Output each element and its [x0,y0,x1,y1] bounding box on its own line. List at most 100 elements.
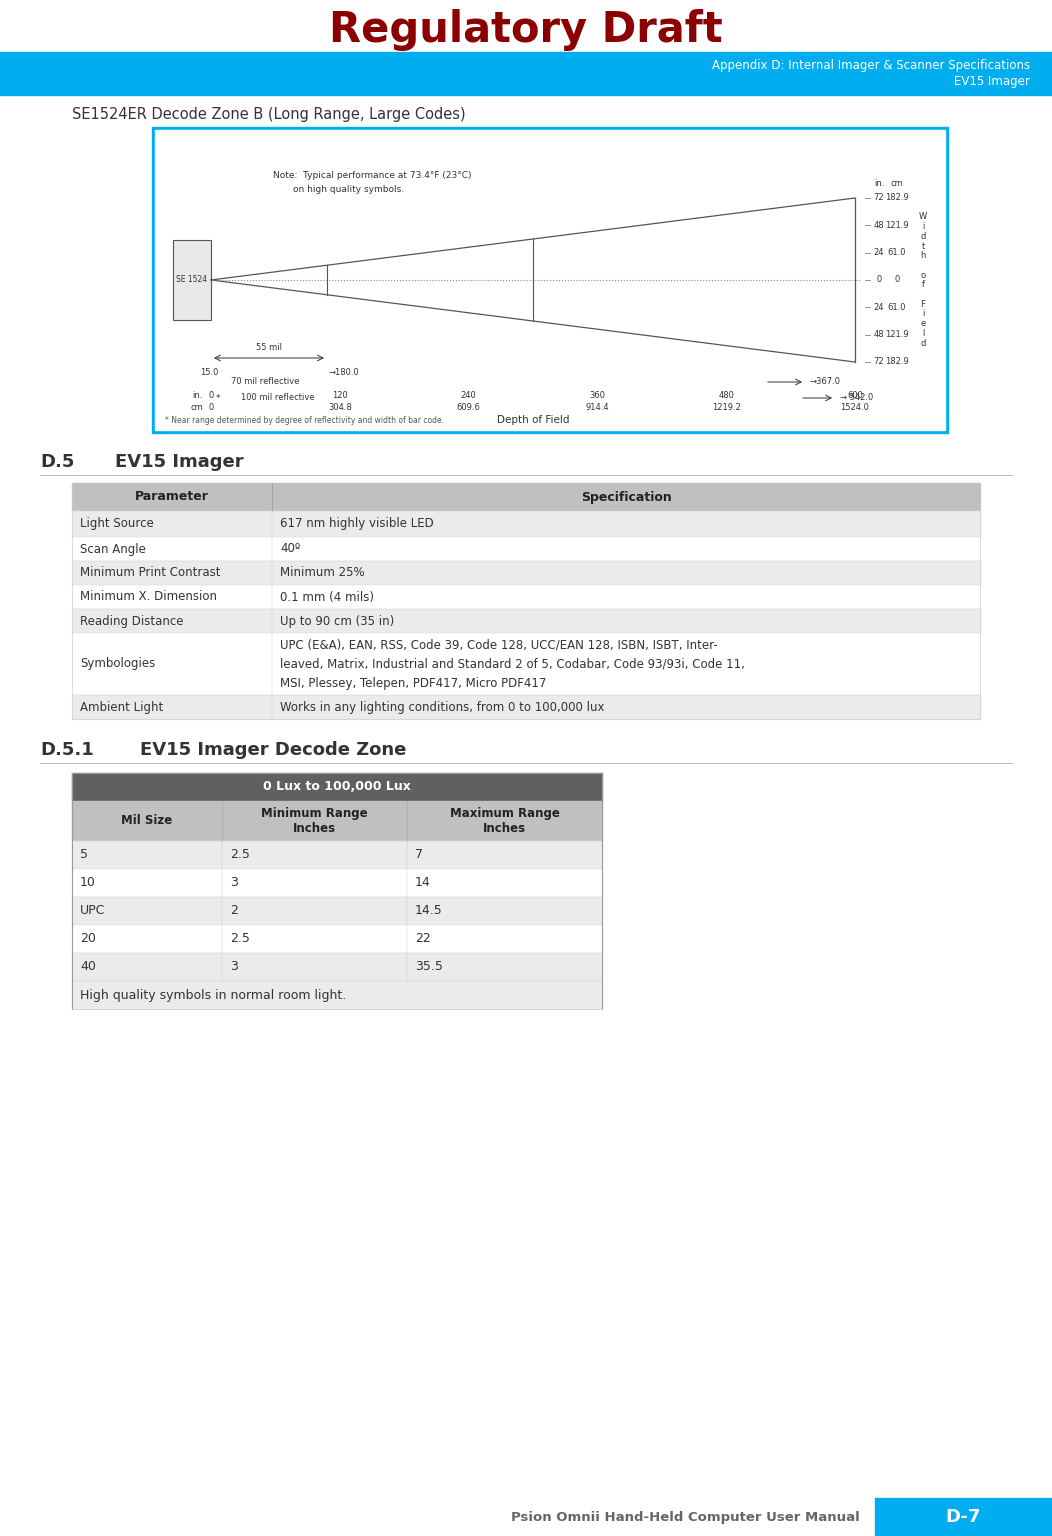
Text: 3: 3 [230,960,238,974]
Text: Depth of Field: Depth of Field [497,415,569,425]
Text: Mil Size: Mil Size [121,814,173,828]
Text: *: * [216,393,221,402]
Text: on high quality symbols.: on high quality symbols. [294,184,404,194]
Text: 609.6: 609.6 [457,404,481,413]
Text: 0: 0 [208,392,214,401]
Text: 61.0: 61.0 [888,249,906,257]
Text: EV15 Imager: EV15 Imager [954,75,1030,89]
Bar [173,240,211,319]
Text: 240: 240 [461,392,477,401]
Text: Minimum Range
Inches: Minimum Range Inches [261,806,368,836]
Text: 22: 22 [414,932,430,946]
Text: cm: cm [891,180,904,189]
Text: High quality symbols in normal room light.: High quality symbols in normal room ligh… [80,989,346,1001]
Text: Appendix D: Internal Imager & Scanner Specifications: Appendix D: Internal Imager & Scanner Sp… [712,58,1030,72]
Text: Scan Angle: Scan Angle [80,542,146,556]
Bar [72,800,602,842]
Text: →180.0: →180.0 [329,369,360,376]
Bar [72,869,602,897]
Text: 14.5: 14.5 [414,905,443,917]
Text: EV15 Imager Decode Zone: EV15 Imager Decode Zone [140,740,406,759]
Text: 0: 0 [876,275,882,284]
Bar [72,925,602,952]
Bar [155,131,945,430]
Text: 15.0: 15.0 [200,369,218,376]
Text: 14: 14 [414,877,430,889]
Bar [72,511,980,538]
Text: in.: in. [874,180,884,189]
Text: Ambient Light: Ambient Light [80,700,163,714]
Bar [875,1498,1052,1536]
Text: 600: 600 [847,392,863,401]
Text: cm: cm [190,404,203,413]
Text: D.5: D.5 [40,453,75,472]
Text: 10: 10 [80,877,96,889]
Text: leaved, Matrix, Industrial and Standard 2 of 5, Codabar, Code 93/93i, Code 11,: leaved, Matrix, Industrial and Standard … [280,657,745,671]
Text: 304.8: 304.8 [328,404,351,413]
Text: 914.4: 914.4 [586,404,609,413]
Text: 2.5: 2.5 [230,848,250,862]
Text: 61.0: 61.0 [888,303,906,312]
Text: 0: 0 [894,275,899,284]
Text: 2.5: 2.5 [230,932,250,946]
Text: Regulatory Draft: Regulatory Draft [329,9,723,51]
Text: 182.9: 182.9 [885,358,909,367]
Bar [151,127,948,433]
Text: Reading Distance: Reading Distance [80,614,183,628]
Text: Note:  Typical performance at 73.4°F (23°C): Note: Typical performance at 73.4°F (23°… [274,170,471,180]
Bar [72,952,602,982]
Text: 48: 48 [874,330,885,339]
Bar [72,633,980,694]
Text: 617 nm highly visible LED: 617 nm highly visible LED [280,518,433,530]
Text: 182.9: 182.9 [885,194,909,203]
Bar [72,561,980,585]
Text: SE1524ER Decode Zone B (Long Range, Large Codes): SE1524ER Decode Zone B (Long Range, Larg… [72,108,466,123]
Text: 1524.0: 1524.0 [841,404,869,413]
Text: 3: 3 [230,877,238,889]
Text: 20: 20 [80,932,96,946]
Text: 7: 7 [414,848,423,862]
Text: → 542.0: → 542.0 [839,393,873,402]
Text: D.5.1: D.5.1 [40,740,94,759]
Bar [72,897,602,925]
Text: 40º: 40º [280,542,300,556]
Bar [72,982,602,1009]
Text: SE 1524: SE 1524 [177,275,207,284]
Text: Maximum Range
Inches: Maximum Range Inches [449,806,560,836]
Text: 48: 48 [874,221,885,230]
Bar [72,694,980,719]
Text: 1219.2: 1219.2 [712,404,741,413]
Text: 480: 480 [719,392,734,401]
Text: 5: 5 [80,848,88,862]
Text: Up to 90 cm (35 in): Up to 90 cm (35 in) [280,614,394,628]
Text: Symbologies: Symbologies [80,657,156,671]
Text: W
i
d
t
h
 
o
f
 
F
i
e
l
d: W i d t h o f F i e l d [918,212,927,347]
Bar [72,585,980,608]
Text: 24: 24 [874,249,885,257]
Text: Parameter: Parameter [135,490,209,504]
Bar [72,482,980,511]
Text: Minimum 25%: Minimum 25% [280,567,365,579]
Text: 72: 72 [874,358,885,367]
Text: 70 mil reflective: 70 mil reflective [231,378,300,387]
Text: 0: 0 [208,404,214,413]
Text: Specification: Specification [581,490,671,504]
Text: in.: in. [191,392,202,401]
Text: Psion Omnii Hand-Held Computer User Manual: Psion Omnii Hand-Held Computer User Manu… [511,1510,859,1524]
Bar [72,773,602,800]
Text: 121.9: 121.9 [885,221,909,230]
Text: 100 mil reflective: 100 mil reflective [241,393,315,402]
Text: 55 mil: 55 mil [256,343,282,352]
Text: 2: 2 [230,905,238,917]
Text: 72: 72 [874,194,885,203]
Text: UPC: UPC [80,905,105,917]
Text: 35.5: 35.5 [414,960,443,974]
Text: Light Source: Light Source [80,518,154,530]
Text: UPC (E&A), EAN, RSS, Code 39, Code 128, UCC/EAN 128, ISBN, ISBT, Inter-: UPC (E&A), EAN, RSS, Code 39, Code 128, … [280,637,717,651]
Text: Minimum Print Contrast: Minimum Print Contrast [80,567,221,579]
Text: MSI, Plessey, Telepen, PDF417, Micro PDF417: MSI, Plessey, Telepen, PDF417, Micro PDF… [280,677,546,690]
Text: 0.1 mm (4 mils): 0.1 mm (4 mils) [280,590,375,604]
Bar [0,52,1052,95]
Text: →367.0: →367.0 [810,378,841,387]
Text: EV15 Imager: EV15 Imager [115,453,244,472]
